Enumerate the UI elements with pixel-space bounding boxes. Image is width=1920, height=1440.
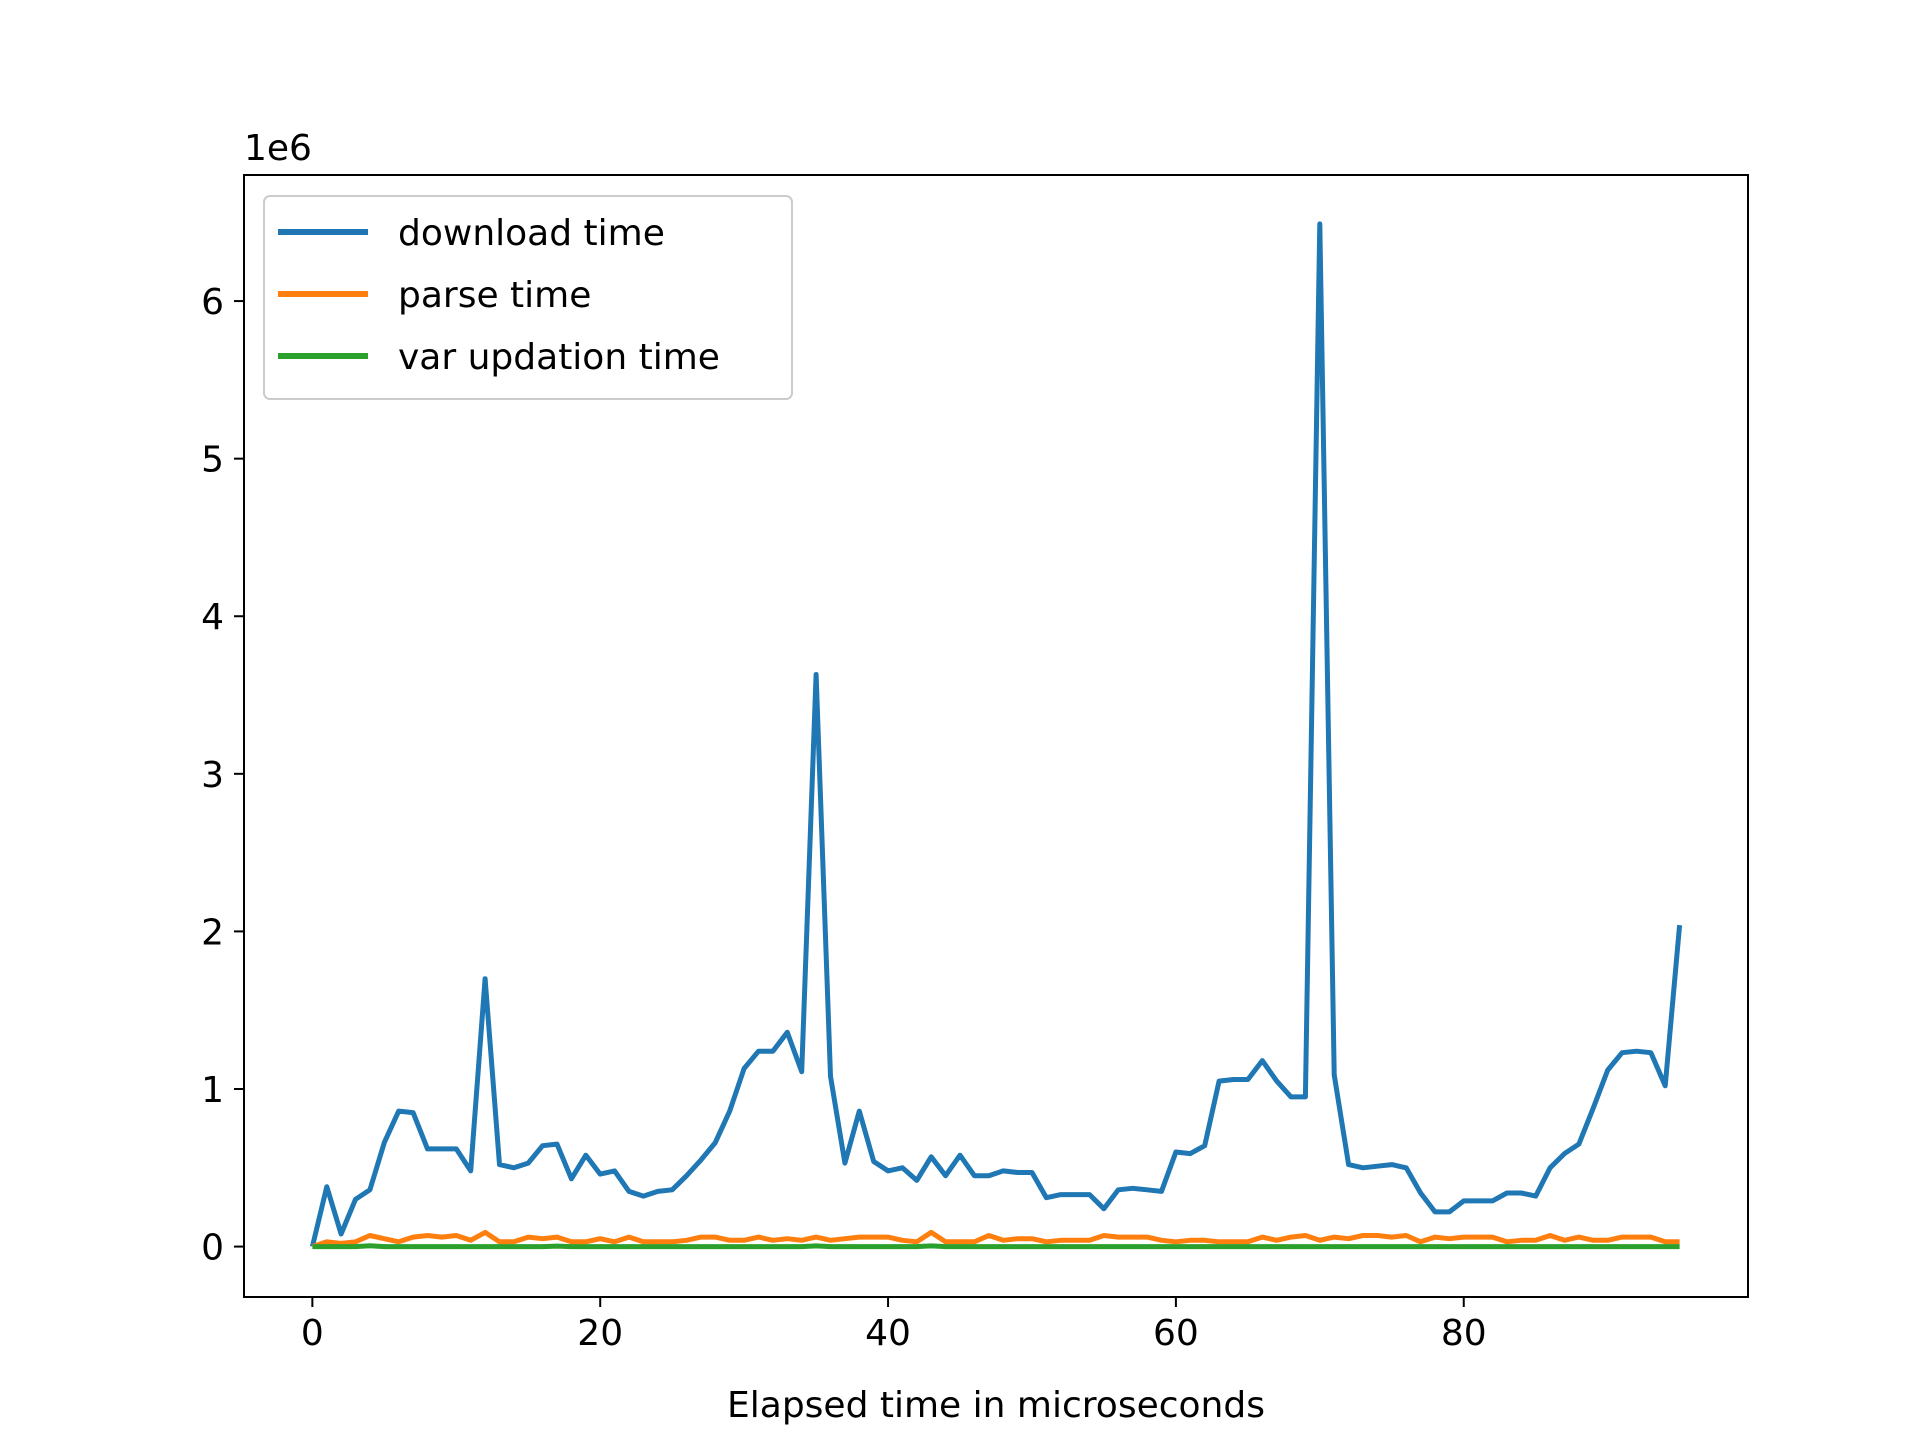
legend-label: download time [398,213,665,254]
legend-box [263,195,793,400]
legend-label: parse time [398,275,591,316]
x-tick-label: 0 [301,1313,324,1354]
x-axis: 0 20 40 60 80 [301,1297,1487,1354]
y-offset-label: 1e6 [244,128,312,169]
x-tick-label: 20 [577,1313,623,1354]
series-line-download-time [309,221,1683,1248]
x-axis-label: Elapsed time in microseconds [727,1385,1265,1426]
legend: download time parse time var updation time [263,195,793,400]
y-tick-label: 4 [201,597,224,638]
y-axis: 0 1 2 3 4 5 6 [201,282,244,1269]
y-tick-label: 3 [201,755,224,796]
series-line-var-updation-time [312,1243,1680,1250]
y-tick-label: 5 [201,440,224,481]
x-tick-label: 40 [865,1313,911,1354]
y-tick-label: 0 [201,1228,224,1269]
x-tick-label: 80 [1441,1313,1487,1354]
legend-label: var updation time [398,337,720,378]
series-line-parse-time [311,1229,1680,1249]
series-layer [309,221,1683,1250]
x-tick-label: 60 [1153,1313,1199,1354]
y-tick-label: 1 [201,1070,224,1111]
y-tick-label: 6 [201,282,224,323]
y-tick-label: 2 [201,912,224,953]
plot-frame [243,174,1749,1298]
